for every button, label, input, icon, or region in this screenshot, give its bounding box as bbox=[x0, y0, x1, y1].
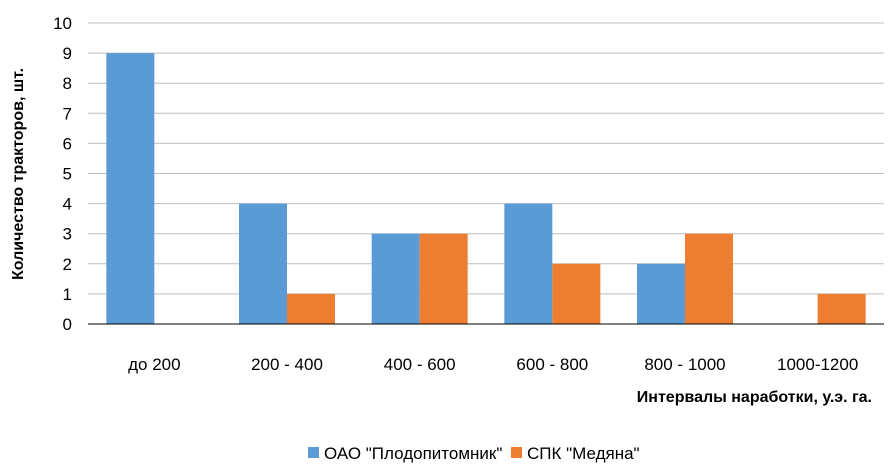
y-tick-label: 6 bbox=[63, 134, 72, 153]
bar-series1 bbox=[504, 203, 553, 324]
x-axis-tick-labels: до 200 200 - 400 400 - 600 600 - 800 800 - 1… bbox=[128, 355, 858, 374]
legend-label: ОАО "Плодопитомник" bbox=[324, 444, 502, 463]
y-tick-label: 4 bbox=[63, 195, 72, 214]
y-axis-tick-labels: 0 1 2 3 4 5 6 7 8 9 10 bbox=[53, 14, 72, 334]
y-tick-label: 8 bbox=[63, 74, 72, 93]
x-tick-label: до 200 bbox=[128, 355, 180, 374]
x-tick-label: 400 - 600 bbox=[384, 355, 456, 374]
y-tick-label: 0 bbox=[63, 315, 72, 334]
bar-series1 bbox=[637, 263, 685, 324]
bar-series2 bbox=[287, 293, 335, 324]
legend-label: СПК "Медяна" bbox=[527, 444, 640, 463]
y-tick-label: 7 bbox=[63, 104, 72, 123]
y-tick-label: 3 bbox=[63, 225, 72, 244]
x-tick-label: 800 - 1000 bbox=[644, 355, 725, 374]
gridlines bbox=[88, 22, 884, 295]
bar-series2 bbox=[817, 293, 866, 324]
bars bbox=[106, 53, 866, 324]
y-tick-label: 1 bbox=[63, 285, 72, 304]
x-axis-title: Интервалы наработки, у.э. га. bbox=[637, 389, 872, 406]
bar-series1 bbox=[371, 233, 420, 324]
bar-series1 bbox=[106, 53, 155, 324]
x-tick-label: 1000-1200 bbox=[777, 355, 858, 374]
legend-swatch bbox=[308, 447, 319, 458]
legend: ОАО "Плодопитомник" СПК "Медяна" bbox=[308, 444, 640, 463]
bar-series1 bbox=[239, 203, 287, 324]
bar-series2 bbox=[685, 233, 733, 324]
y-axis-title: Количество тракторов, шт. bbox=[10, 68, 27, 280]
x-tick-label: 200 - 400 bbox=[251, 355, 323, 374]
y-tick-label: 2 bbox=[63, 255, 72, 274]
x-tick-label: 600 - 800 bbox=[516, 355, 588, 374]
bar-series2 bbox=[552, 263, 601, 324]
y-tick-label: 10 bbox=[53, 14, 72, 33]
legend-swatch bbox=[511, 447, 522, 458]
y-tick-label: 5 bbox=[63, 165, 72, 184]
bar-series2 bbox=[419, 233, 468, 324]
y-tick-label: 9 bbox=[63, 44, 72, 63]
